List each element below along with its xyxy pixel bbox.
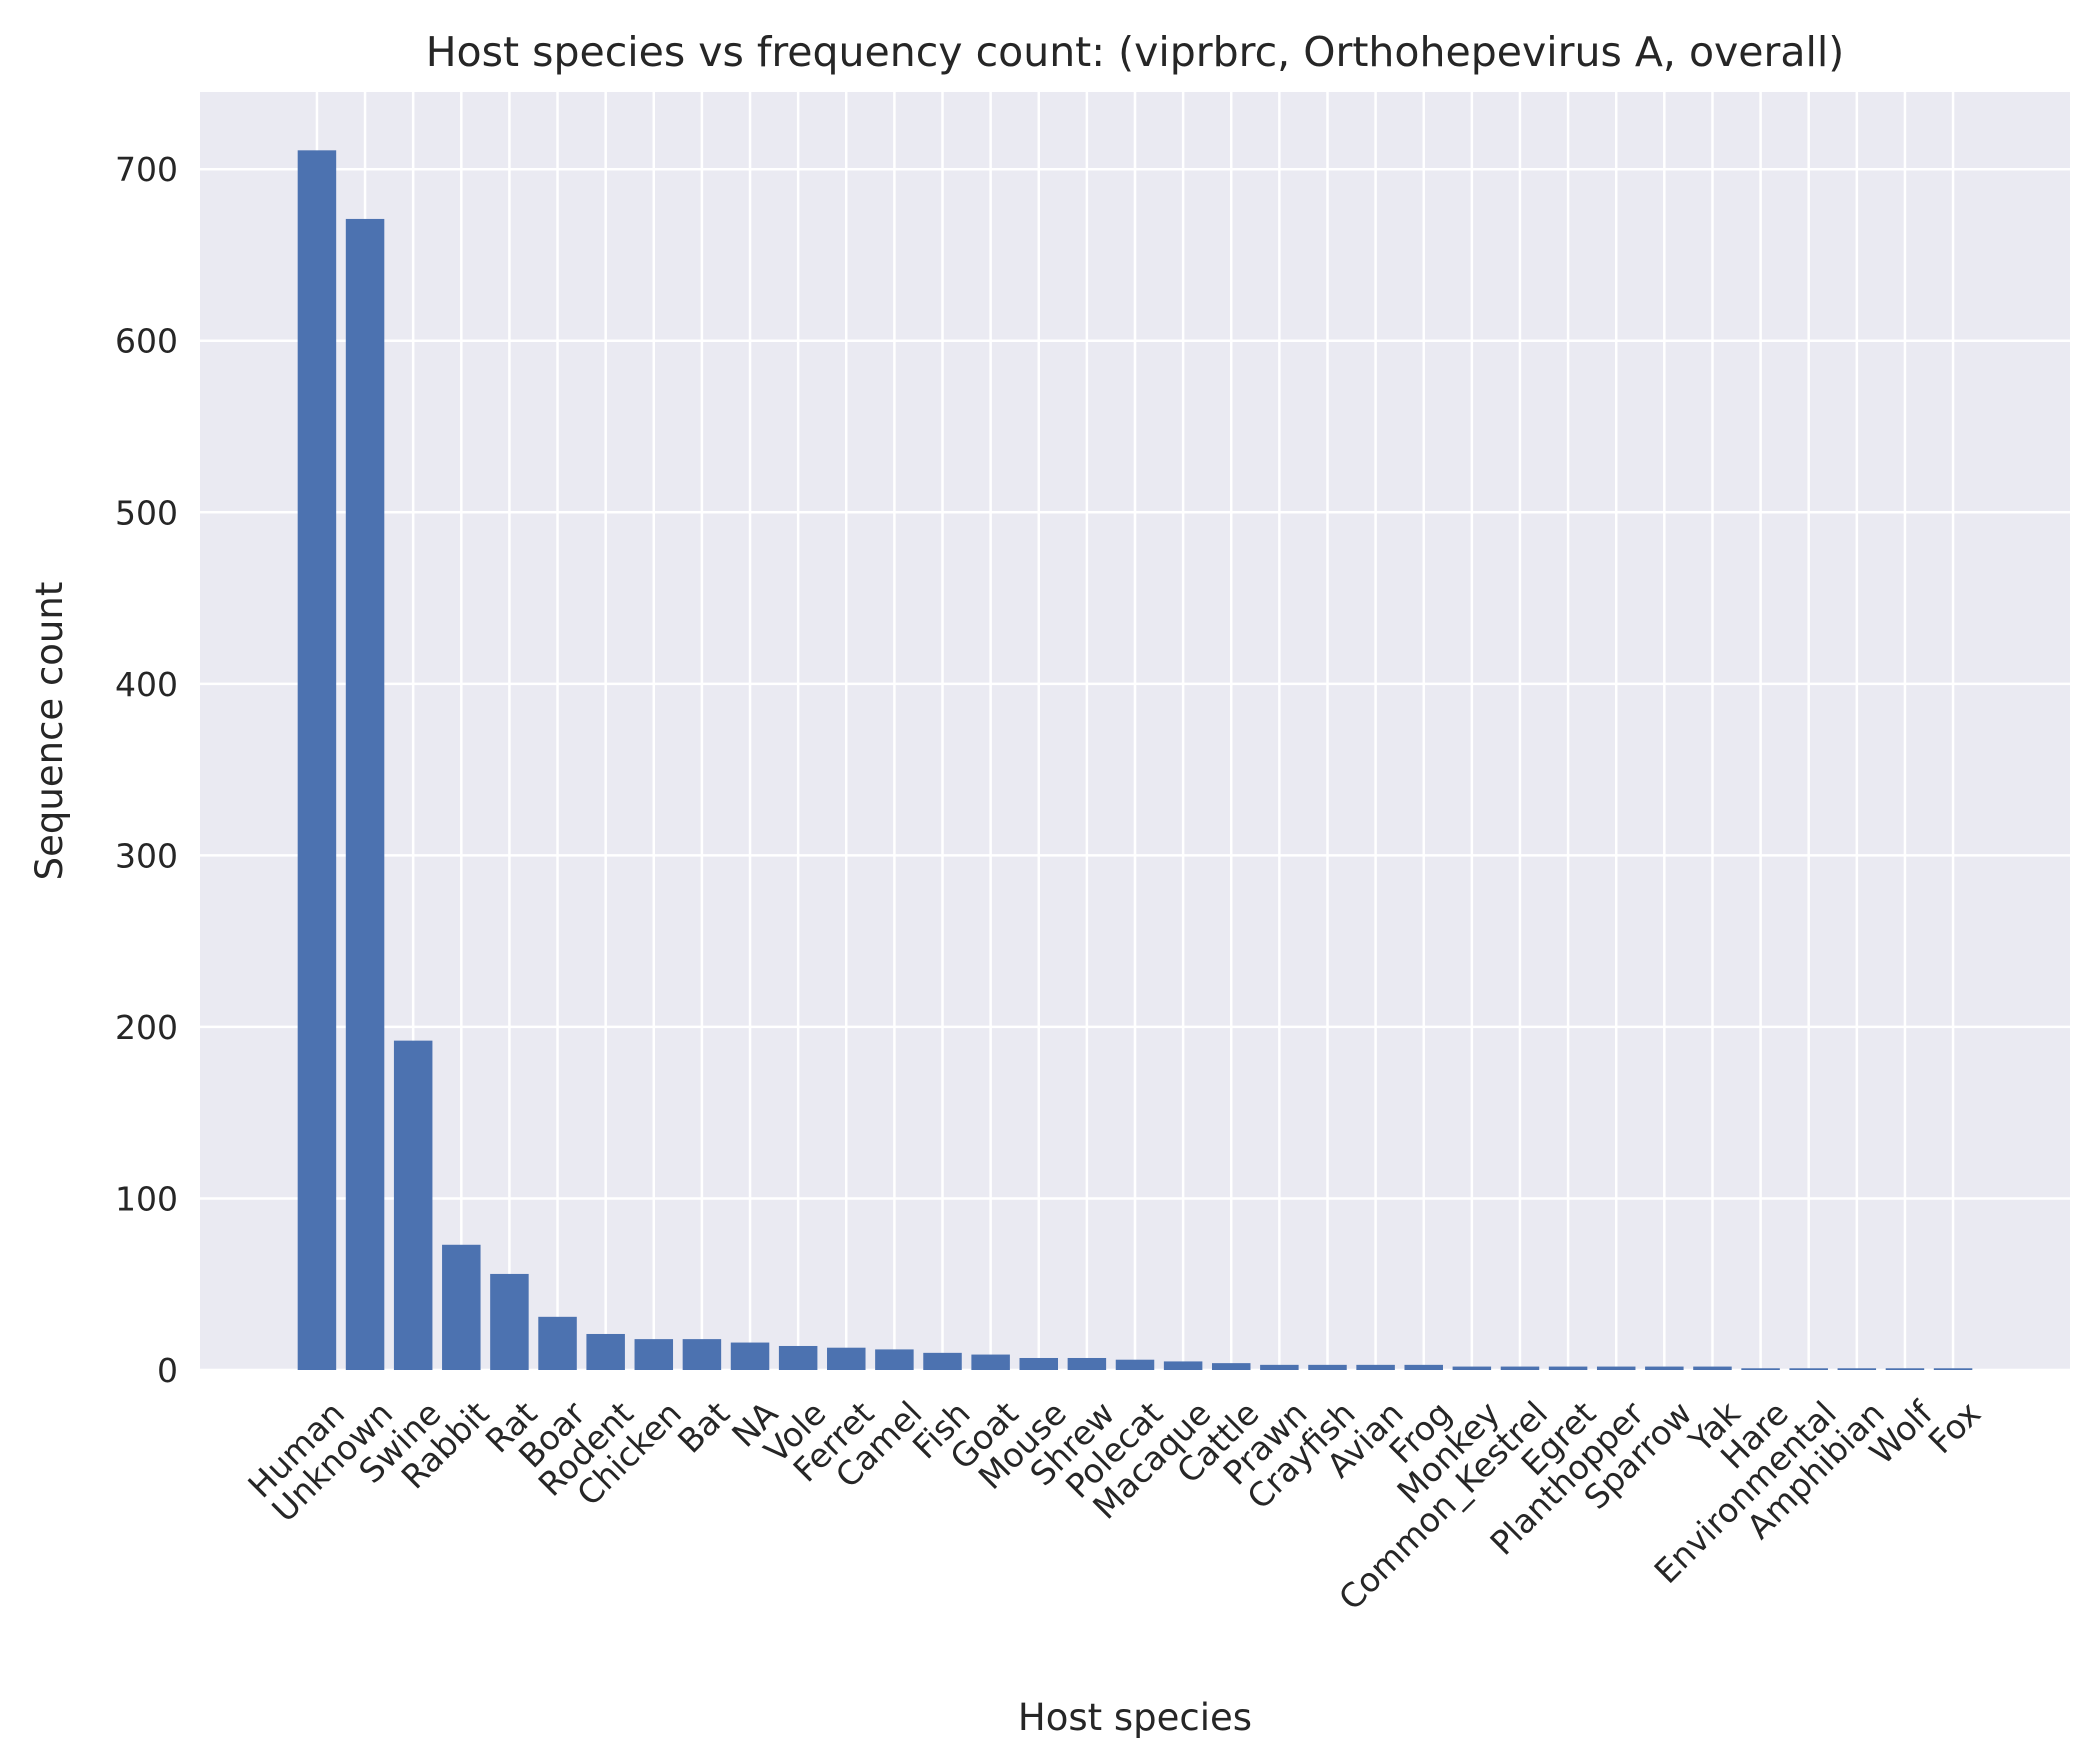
bar-mouse [1019,1357,1059,1370]
bar-unknown [345,218,385,1371]
y-tick-label: 200 [115,1008,178,1047]
bar-human [297,150,337,1370]
y-tick-label: 400 [115,665,178,704]
bar-shrew [1067,1357,1107,1370]
bar-chicken [634,1339,674,1370]
bar-polecat [1115,1359,1155,1370]
bar-ferret [827,1347,866,1370]
bars [297,150,1973,1371]
bar-crayfish [1308,1364,1347,1370]
x-tick-labels: HumanUnknownSwineRabbitRatBoarRodentChic… [240,1393,1988,1618]
bar-camel [875,1349,914,1370]
bar-environmental [1789,1368,1828,1370]
bar-fox [1933,1368,1973,1370]
bar-bat [682,1339,722,1370]
bar-vole [778,1345,818,1370]
bar-common-kestrel [1500,1366,1540,1370]
bar-sparrow [1645,1366,1684,1370]
bar-frog [1404,1364,1443,1370]
bar-egret [1548,1366,1588,1370]
bar-avian [1356,1364,1395,1370]
y-axis-label: Sequence count [28,582,71,881]
y-tick-label: 100 [115,1179,178,1218]
y-tick-label: 700 [115,150,178,189]
bar-hare [1741,1368,1780,1370]
y-tick-labels: 0 100 200 300 400 500 600 700 [115,150,178,1390]
bar-rabbit [442,1244,481,1370]
bar-monkey [1452,1366,1492,1370]
y-tick-label: 500 [115,493,178,532]
bar-rodent [586,1333,625,1370]
bar-prawn [1260,1364,1299,1370]
bar-amphibian [1837,1368,1877,1370]
bar-planthopper [1596,1366,1636,1370]
bar-boar [538,1316,577,1370]
bar-swine [393,1040,433,1370]
chart-title: Host species vs frequency count: (viprbr… [426,28,1845,76]
y-tick-label: 600 [115,322,178,361]
bar-cattle [1211,1363,1251,1370]
bar-na [730,1342,770,1370]
bar-yak [1693,1366,1732,1370]
y-tick-label: 300 [115,836,178,875]
bar-wolf [1885,1368,1925,1370]
bar-rat [490,1273,529,1370]
bar-fish [923,1352,962,1370]
bar-macaque [1163,1361,1203,1370]
bar-goat [971,1354,1010,1370]
y-tick-label: 0 [157,1351,178,1390]
x-axis-label: Host species [1018,1696,1252,1739]
x-tick-label: Fox [1921,1394,1989,1462]
